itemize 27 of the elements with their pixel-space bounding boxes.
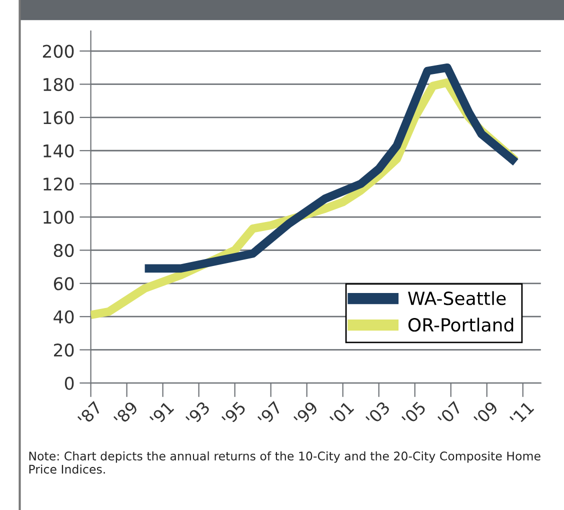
x-tick-label: '89 xyxy=(113,400,139,426)
y-tick-label: 80 xyxy=(54,244,74,258)
y-tick-label: 20 xyxy=(54,344,74,357)
y-tick-label: 140 xyxy=(44,144,74,158)
x-tick-label: '93 xyxy=(185,400,210,426)
y-tick-label: 40 xyxy=(54,310,74,324)
legend-label: OR-Portland xyxy=(408,318,514,332)
x-tick-label: '87 xyxy=(77,400,102,426)
y-tick-label: 200 xyxy=(42,44,74,58)
y-tick-label: 0 xyxy=(64,376,74,390)
y-tick-label: 60 xyxy=(54,277,74,290)
x-tick-label: '95 xyxy=(221,400,246,426)
y-tick-label: 180 xyxy=(44,78,74,92)
y-tick-label: 160 xyxy=(44,111,74,124)
x-tick-label: '99 xyxy=(293,400,319,426)
text: Note: Chart depicts the annual returns of the 10-City and the 20-City Composite Home Price Indices. xyxy=(29,451,540,474)
x-tick-label: '07 xyxy=(437,400,462,426)
x-tick-label: '01 xyxy=(329,400,354,426)
legend-label: WA-Seattle xyxy=(408,291,506,306)
y-tick-label: 100 xyxy=(44,210,74,224)
x-tick-label: '11 xyxy=(510,401,534,426)
y-tick-label: 120 xyxy=(44,178,74,191)
x-tick-label: '03 xyxy=(365,400,390,426)
x-tick-label: '91 xyxy=(149,400,174,426)
x-tick-label: '97 xyxy=(257,400,282,426)
x-tick-label: '09 xyxy=(473,400,499,426)
x-tick-label: '05 xyxy=(401,400,426,426)
